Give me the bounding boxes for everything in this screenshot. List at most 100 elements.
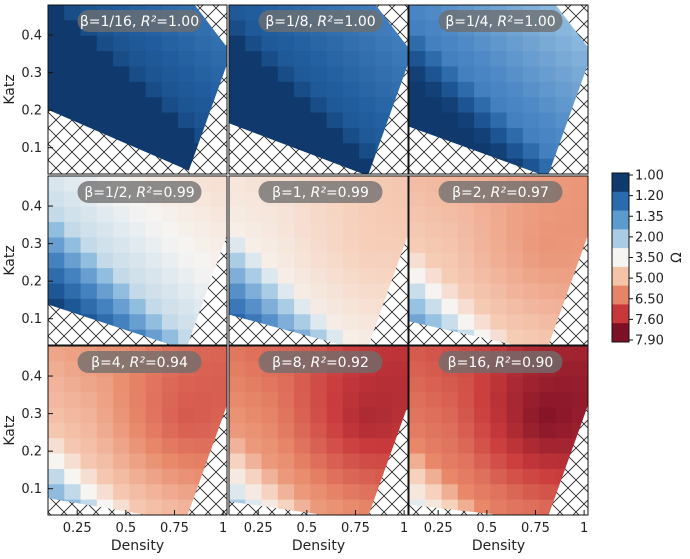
heat-cell [277,222,295,239]
heat-cell [391,222,408,239]
y-tick-label: 0.4 [21,200,42,215]
x-tick-label: 0.75 [160,521,189,536]
heat-cell [342,206,360,223]
heat-cell [229,35,246,52]
heat-cell [113,66,130,83]
heat-cell [342,252,360,269]
heat-cell [96,468,114,485]
heat-cell [161,392,179,409]
heat-cell [326,329,344,345]
panel-title: β=1/8, R²=1.00 [265,14,375,30]
heat-cell [539,268,557,285]
heat-cell [359,206,377,223]
heat-cell [294,81,311,98]
heat-cell [178,206,196,223]
heat-cell [457,268,475,285]
panel-title-prefix: β=1/2, [84,185,136,201]
heat-cell [326,35,344,52]
heat-cell [342,314,360,331]
heat-cell [113,298,130,315]
heat-cell [80,298,98,315]
heat-cell [522,453,540,470]
heat-cell [80,112,98,129]
heat-cell [326,407,344,424]
heat-cell [425,346,443,362]
y-tick-label: 0.1 [21,141,42,156]
heat-cell [48,484,65,501]
heat-cell [425,176,443,192]
heat-cell [490,453,508,470]
heat-cell [113,392,130,409]
heat-cell [178,222,196,239]
heat-cell [129,206,147,223]
panel-title-prefix: β=2, [452,185,490,201]
heat-cell [64,81,82,98]
heat-cell [113,283,130,300]
heat-cell [474,422,491,439]
heat-cell [178,97,196,114]
colorbar-tick-label: 2.00 [635,230,664,245]
heat-cell [522,268,540,285]
heat-cell [441,222,459,239]
heat-cell [261,453,279,470]
y-axis-label: Katz [2,74,18,104]
heat-cell [342,422,360,439]
heat-cell [457,81,475,98]
heat-cell [409,252,426,269]
heat-cell [342,81,360,98]
heat-cell [245,438,263,455]
heat-cell [178,453,196,470]
heat-cell [194,237,212,254]
heat-cell [178,66,196,83]
heat-cell [80,252,98,269]
heat-cell [409,5,426,21]
heat-cell [539,206,557,223]
heat-cell [342,66,360,83]
heat-cell [113,422,130,439]
heat-cell [229,112,246,129]
heat-cell [80,81,98,98]
heat-cell [441,112,459,129]
heat-cell [178,484,196,501]
heat-cell [277,422,295,439]
heatmap-panel: β=2, R²=0.97 [408,175,589,346]
panel-title-badge [77,181,202,203]
hatch-region [187,235,227,345]
heat-cell [277,237,295,254]
hatch-region [48,498,147,515]
heat-cell [555,97,573,114]
heat-cell [571,191,588,208]
heat-cell [342,35,360,52]
heat-cell [555,268,573,285]
heat-cell [261,206,279,223]
heat-cell [194,51,212,68]
heat-cell [441,468,459,485]
heat-cell [409,484,426,501]
heat-cell [539,298,557,315]
heat-cell [48,206,65,223]
heat-cell [359,314,377,331]
heat-cell [48,283,65,300]
heat-cell [64,422,82,439]
heat-cell [113,252,130,269]
heat-cell [457,422,475,439]
heat-cell [555,66,573,83]
heat-cell [64,283,82,300]
heat-cell [539,51,557,68]
heat-cell [441,484,459,501]
heat-cell [161,206,179,223]
heat-cell [539,376,557,393]
hatch-region [548,405,588,515]
heat-cell [277,35,295,52]
heat-cell [506,468,524,485]
heat-cell [425,237,443,254]
heat-cell [359,81,377,98]
heat-cell [342,97,360,114]
heat-cell [359,392,377,409]
heat-cell [342,237,360,254]
heat-cell [161,268,179,285]
heat-cell [506,252,524,269]
heat-cell [145,283,163,300]
heat-cell [229,392,246,409]
hatch-region [229,123,364,174]
